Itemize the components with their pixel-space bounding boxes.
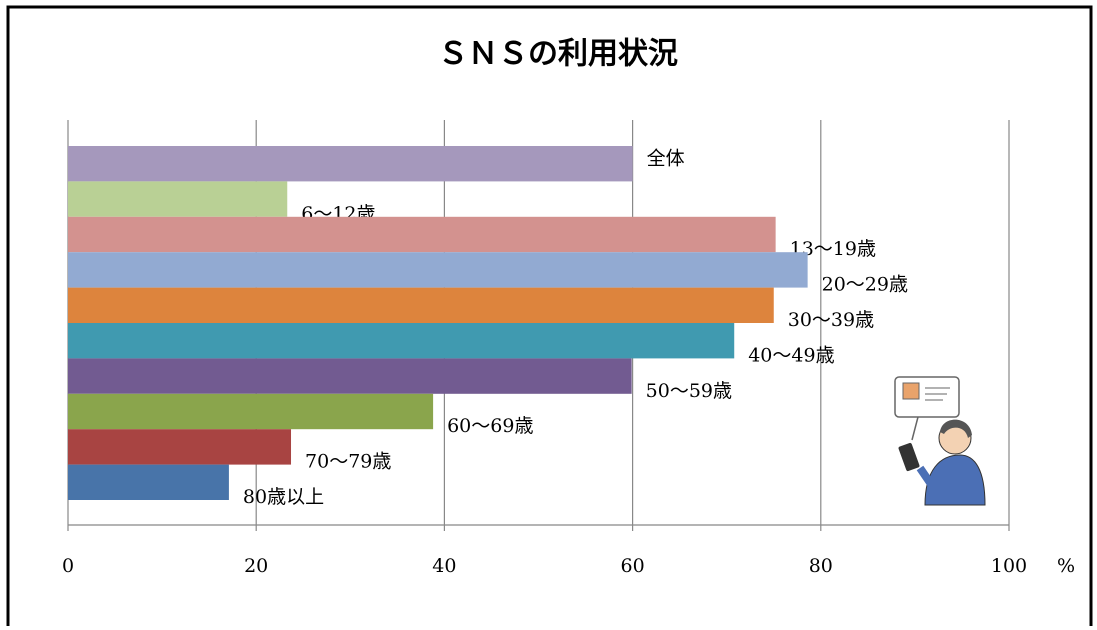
bar — [68, 252, 808, 287]
bar-label: 全体 — [647, 148, 685, 170]
x-tick-label: 40 — [432, 555, 456, 577]
chart-title: ＳＮＳの利用状況 — [438, 37, 678, 72]
bar — [68, 288, 774, 323]
x-tick-label: 20 — [244, 555, 268, 577]
bar — [68, 146, 633, 181]
x-tick-label: 80 — [809, 555, 833, 577]
bar — [68, 465, 229, 500]
bar-label: 20～29歳 — [822, 274, 908, 296]
bar — [68, 429, 291, 464]
bar-label: 70～79歳 — [305, 451, 391, 473]
bar-label: 40～49歳 — [748, 344, 834, 366]
bar — [68, 358, 632, 393]
bar — [68, 181, 287, 216]
bar — [68, 323, 734, 358]
bar-label: 30～39歳 — [788, 309, 874, 331]
bar — [68, 394, 433, 429]
x-tick-label: 60 — [621, 555, 645, 577]
x-tick-label: 100 — [991, 555, 1027, 577]
x-tick-label: 0 — [62, 555, 74, 577]
chart: ＳＮＳの利用状況 % 020406080100全体6～12歳13～19歳20～2… — [0, 0, 1097, 626]
bar-label: 50～59歳 — [646, 380, 732, 402]
bar-label: 60～69歳 — [447, 415, 533, 437]
bar — [68, 217, 776, 252]
bar-label: 80歳以上 — [243, 486, 324, 508]
x-axis-unit: % — [1057, 555, 1075, 577]
